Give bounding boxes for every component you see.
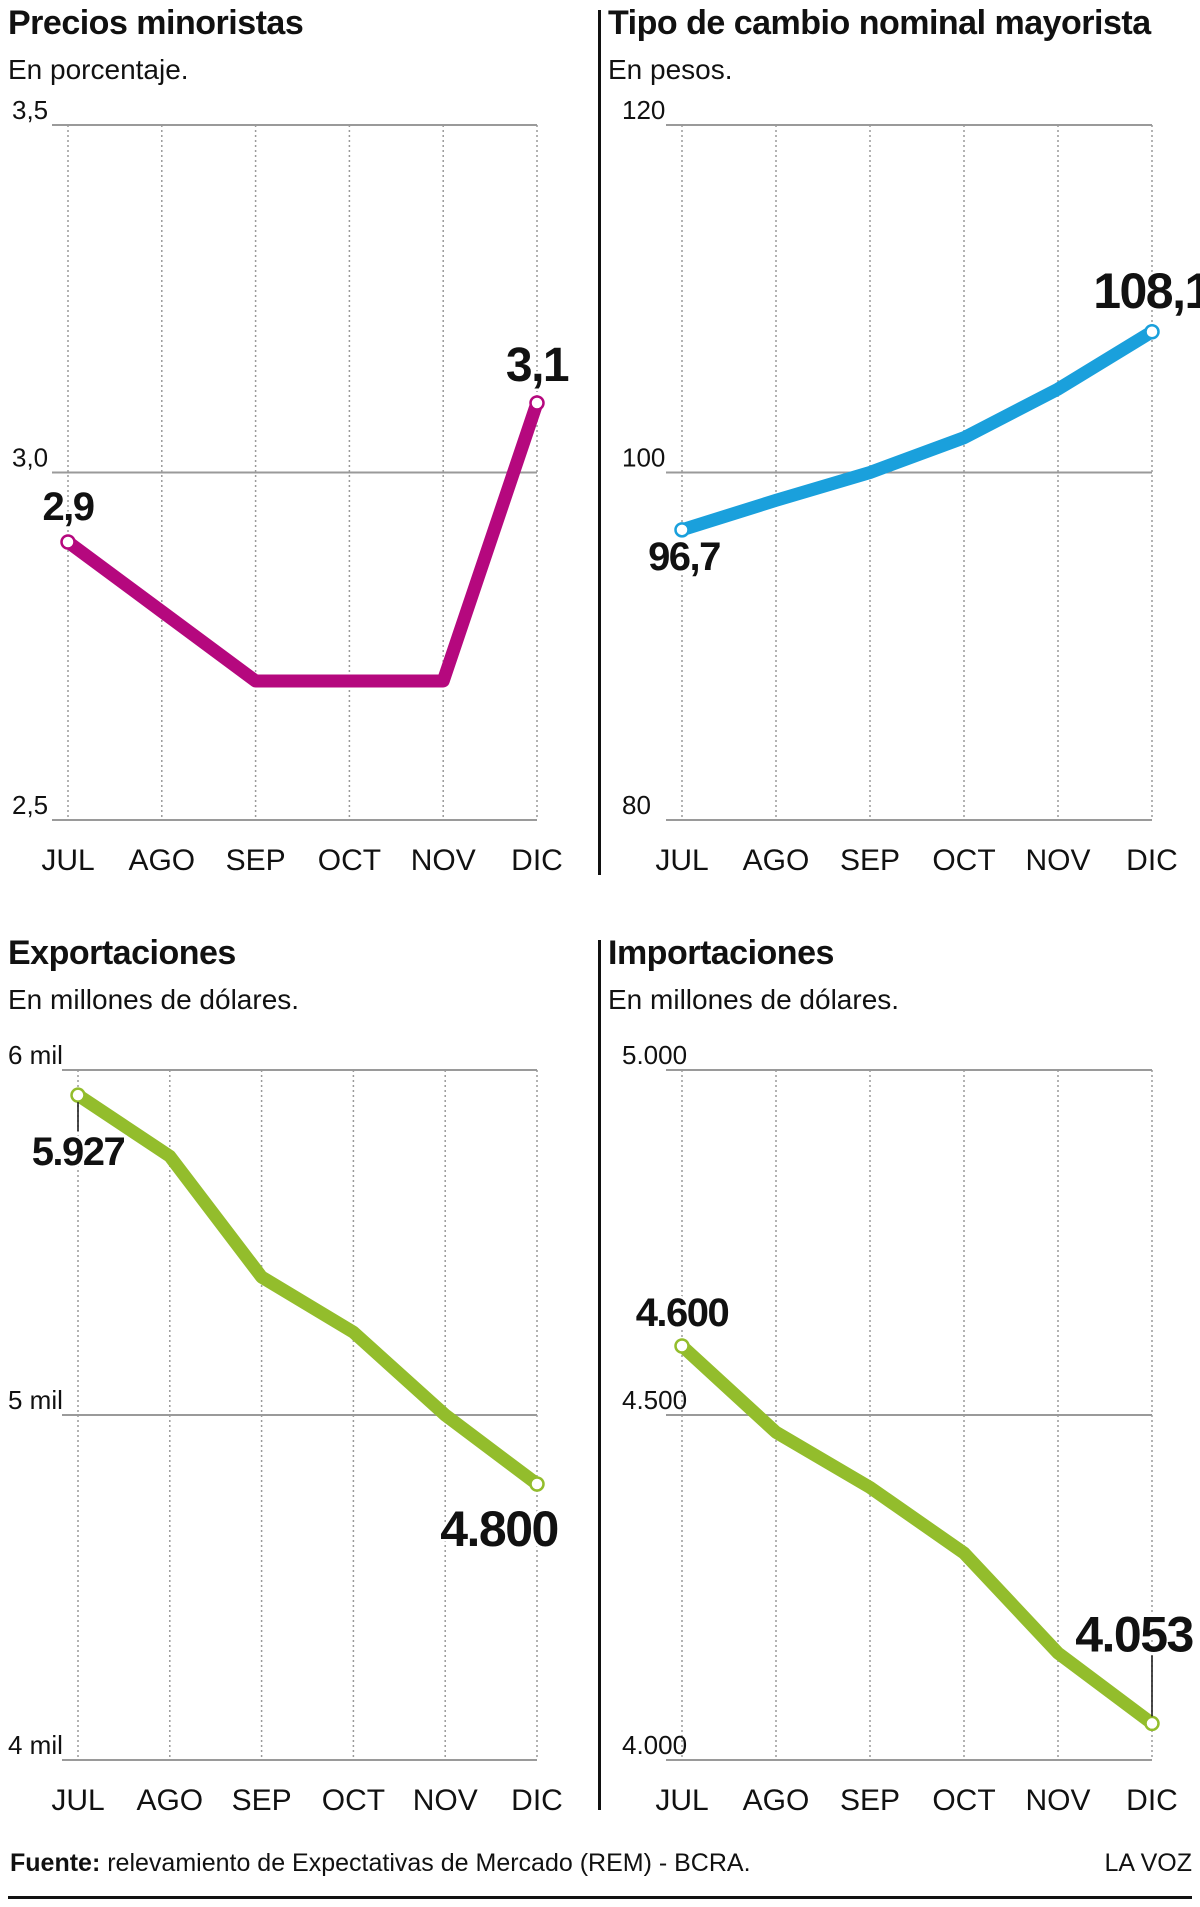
chart-panel-tipo-cambio: Tipo de cambio nominal mayorista En peso… <box>600 0 1200 930</box>
y-tick-label: 100 <box>622 443 665 473</box>
data-label: 3,1 <box>506 339 569 392</box>
x-tick-label: NOV <box>411 844 476 877</box>
y-tick-label: 80 <box>622 790 651 820</box>
endpoint-marker <box>531 1478 544 1491</box>
y-tick-label: 5.000 <box>622 1040 687 1070</box>
chart-importaciones-svg: 4.000 4.500 5.000 JUL AGO SEP OCT NOV DIC 4.600 4.… <box>600 930 1200 1840</box>
x-tick-label: JUL <box>51 1784 104 1817</box>
brand-logo: LA VOZ <box>1104 1849 1192 1878</box>
chart-panel-precios: Precios minoristas En porcentaje. 2,5 3,0… <box>0 0 600 930</box>
x-tick-label: OCT <box>322 1784 385 1817</box>
data-label: 4.800 <box>440 1501 558 1557</box>
series-line <box>68 403 537 681</box>
x-tick-label: AGO <box>128 844 195 877</box>
data-label: 5.927 <box>32 1130 125 1174</box>
x-tick-label: NOV <box>413 1784 478 1817</box>
chart-exportaciones-svg: 4 mil 5 mil 6 mil JUL AGO SEP OCT NOV DIC 5.927 4.… <box>0 930 600 1840</box>
chart-panel-exportaciones: Exportaciones En millones de dólares. 4 … <box>0 930 600 1860</box>
data-label: 4.600 <box>636 1291 729 1335</box>
data-label: 2,9 <box>42 485 93 529</box>
endpoint-marker <box>531 397 544 410</box>
x-tick-label: NOV <box>1025 844 1090 877</box>
endpoint-marker <box>62 536 75 549</box>
x-tick-label: DIC <box>1126 844 1178 877</box>
endpoint-marker <box>72 1089 85 1102</box>
x-tick-label: DIC <box>1126 1784 1178 1817</box>
series-line <box>78 1095 537 1484</box>
endpoint-marker <box>676 1340 689 1353</box>
x-tick-label: NOV <box>1025 1784 1090 1817</box>
y-tick-label: 4.000 <box>622 1730 687 1760</box>
y-tick-label: 4.500 <box>622 1385 687 1415</box>
x-tick-label: AGO <box>136 1784 203 1817</box>
x-tick-label: SEP <box>840 844 900 877</box>
y-tick-label: 5 mil <box>8 1385 63 1415</box>
y-tick-label: 3,0 <box>12 443 48 473</box>
vertical-divider <box>598 10 601 875</box>
data-label: 4.053 <box>1075 1606 1193 1662</box>
chart-panel-importaciones: Importaciones En millones de dólares. 4.… <box>600 930 1200 1860</box>
x-tick-label: OCT <box>318 844 381 877</box>
x-tick-label: AGO <box>743 844 810 877</box>
chart-precios-svg: 2,5 3,0 3,5 JUL AGO SEP OCT NOV DIC 2,9 3,1 <box>0 0 600 930</box>
x-tick-label: SEP <box>840 1784 900 1817</box>
series-line <box>682 332 1152 530</box>
source-label: Fuente: <box>10 1849 100 1877</box>
endpoint-marker <box>1146 1717 1159 1730</box>
x-tick-label: SEP <box>226 844 286 877</box>
y-tick-label: 120 <box>622 95 665 125</box>
endpoint-marker <box>1146 325 1159 338</box>
source-note: Fuente: relevamiento de Expectativas de … <box>10 1849 751 1878</box>
data-label: 108,1 <box>1093 263 1200 319</box>
x-tick-label: OCT <box>932 844 995 877</box>
x-tick-label: DIC <box>511 1784 563 1817</box>
y-tick-label: 4 mil <box>8 1730 63 1760</box>
x-tick-label: JUL <box>655 1784 708 1817</box>
x-tick-label: SEP <box>232 1784 292 1817</box>
series-line <box>682 1346 1152 1723</box>
y-tick-label: 2,5 <box>12 790 48 820</box>
x-tick-label: OCT <box>932 1784 995 1817</box>
x-tick-label: JUL <box>655 844 708 877</box>
vertical-divider <box>598 940 601 1810</box>
footer-rule <box>8 1896 1192 1899</box>
chart-tipo-cambio-svg: 80 100 120 JUL AGO SEP OCT NOV DIC 96,7 108,1 <box>600 0 1200 930</box>
x-tick-label: DIC <box>511 844 563 877</box>
y-tick-label: 3,5 <box>12 95 48 125</box>
y-tick-label: 6 mil <box>8 1040 63 1070</box>
source-text: relevamiento de Expectativas de Mercado … <box>107 1849 750 1877</box>
data-label: 96,7 <box>648 535 720 579</box>
x-tick-label: AGO <box>743 1784 810 1817</box>
x-tick-label: JUL <box>41 844 94 877</box>
